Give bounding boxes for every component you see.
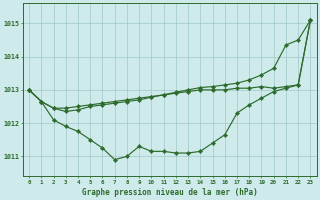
X-axis label: Graphe pression niveau de la mer (hPa): Graphe pression niveau de la mer (hPa) xyxy=(82,188,258,197)
